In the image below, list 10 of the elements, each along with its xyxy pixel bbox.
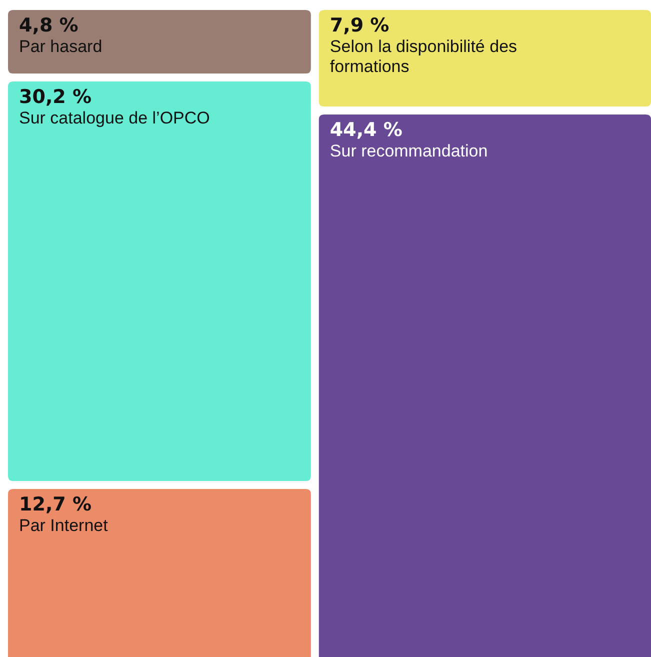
- data-label: 7,9 %: [330, 14, 390, 36]
- data-label: 30,2 %: [19, 86, 92, 108]
- category-label: Sur recommandation: [330, 142, 488, 161]
- category-label: Par hasard: [19, 37, 102, 56]
- category-label: Par Internet: [19, 516, 108, 536]
- data-label: 12,7 %: [19, 493, 92, 516]
- category-label: Selon la disponibilité des formations: [330, 37, 518, 76]
- data-label: 44,4 %: [330, 118, 402, 141]
- category-label: Sur catalogue de l’OPCO: [19, 108, 210, 128]
- data-label: 4,8 %: [19, 14, 78, 36]
